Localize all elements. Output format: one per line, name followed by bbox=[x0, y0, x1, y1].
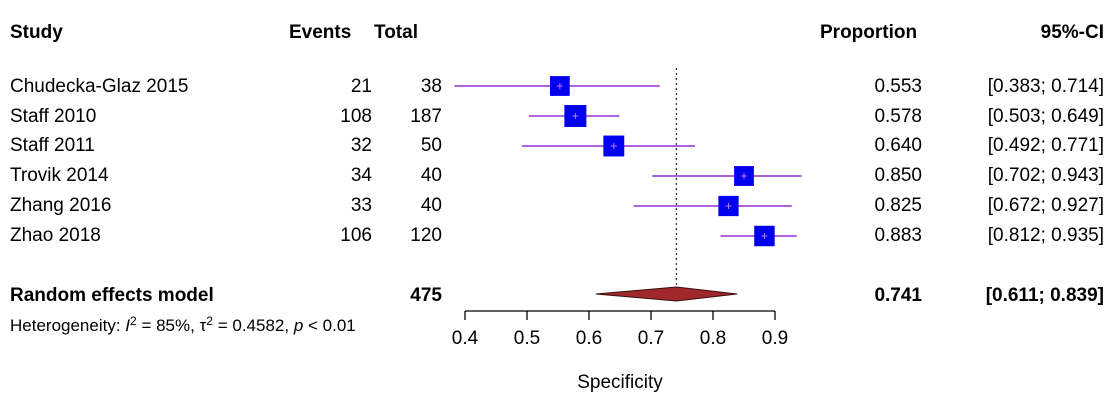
study-name: Trovik 2014 bbox=[10, 165, 109, 186]
study-ci: [0.383; 0.714] bbox=[987, 76, 1104, 97]
x-tick-label: 0.6 bbox=[576, 328, 602, 349]
pooled-diamond bbox=[595, 286, 738, 302]
pooled-proportion: 0.741 bbox=[874, 285, 922, 306]
study-events: 21 bbox=[350, 76, 372, 97]
study-ci: [0.702; 0.943] bbox=[987, 165, 1104, 186]
header-events: Events bbox=[289, 22, 352, 43]
study-total: 50 bbox=[420, 135, 442, 156]
header-proportion: Proportion bbox=[820, 22, 918, 43]
x-tick-label: 0.7 bbox=[638, 328, 664, 349]
i2-value: = 85%, bbox=[136, 316, 200, 335]
study-ci: [0.672; 0.927] bbox=[987, 195, 1104, 216]
p-symbol: p bbox=[293, 316, 304, 335]
tau-value: = 0.4582, bbox=[212, 316, 294, 335]
x-tick-label: 0.8 bbox=[700, 328, 726, 349]
pooled-total: 475 bbox=[410, 285, 442, 306]
study-events: 33 bbox=[350, 195, 372, 216]
study-proportion: 0.883 bbox=[874, 225, 922, 246]
study-total: 40 bbox=[420, 195, 442, 216]
header-study: Study bbox=[10, 22, 63, 43]
header-total: Total bbox=[374, 22, 418, 43]
study-events: 108 bbox=[340, 106, 372, 127]
study-proportion: 0.578 bbox=[874, 106, 922, 127]
study-name: Staff 2010 bbox=[10, 106, 97, 127]
study-total: 120 bbox=[410, 225, 442, 246]
tau-symbol: τ bbox=[199, 316, 207, 335]
study-ci: [0.503; 0.649] bbox=[987, 106, 1104, 127]
pooled-label: Random effects model bbox=[10, 285, 214, 306]
x-tick-label: 0.4 bbox=[452, 328, 479, 349]
study-proportion: 0.825 bbox=[874, 195, 922, 216]
study-ci: [0.812; 0.935] bbox=[987, 225, 1104, 246]
study-total: 40 bbox=[420, 165, 442, 186]
study-total: 38 bbox=[420, 76, 442, 97]
heterogeneity-prefix: Heterogeneity: bbox=[10, 316, 126, 335]
study-name: Zhang 2016 bbox=[10, 195, 112, 216]
study-events: 34 bbox=[350, 165, 372, 186]
study-events: 106 bbox=[340, 225, 372, 246]
study-name: Chudecka-Glaz 2015 bbox=[10, 76, 189, 97]
study-ci: [0.492; 0.771] bbox=[987, 135, 1104, 156]
p-value: < 0.01 bbox=[303, 316, 356, 335]
study-proportion: 0.850 bbox=[874, 165, 922, 186]
study-proportion: 0.640 bbox=[874, 135, 922, 156]
heterogeneity-text: Heterogeneity: I2 = 85%, τ2 = 0.4582, p … bbox=[10, 314, 356, 335]
x-tick-label: 0.5 bbox=[514, 328, 540, 349]
study-total: 187 bbox=[410, 106, 442, 127]
study-name: Zhao 2018 bbox=[10, 225, 101, 246]
header-ci: 95%-CI bbox=[1040, 22, 1104, 43]
study-events: 32 bbox=[350, 135, 372, 156]
x-axis-label: Specificity bbox=[577, 372, 663, 393]
study-name: Staff 2011 bbox=[10, 135, 95, 156]
x-tick-label: 0.9 bbox=[762, 328, 788, 349]
i2-symbol: I bbox=[125, 316, 131, 335]
study-proportion: 0.553 bbox=[874, 76, 922, 97]
pooled-ci: [0.611; 0.839] bbox=[985, 285, 1104, 306]
